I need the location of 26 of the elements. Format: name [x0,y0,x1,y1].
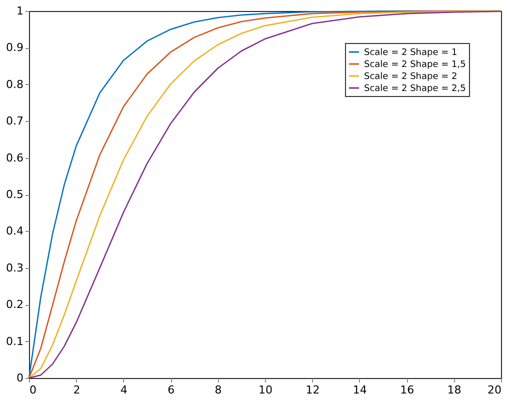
y-tick-label: 0.3 [6,261,24,274]
x-tick-label: 0 [30,384,36,396]
y-tick-label: 0.7 [6,114,24,128]
x-tick-label: 14 [352,384,367,396]
legend-label: Scale = 2 Shape = 2,5 [364,84,466,94]
legend-label: Scale = 2 Shape = 1 [364,48,458,58]
y-tick-label: 0 [16,372,24,384]
x-tick-label: 6 [168,384,175,396]
x-tick-label: 2 [73,384,80,396]
y-tick-label: 0.4 [6,224,24,238]
x-tick-label: 4 [120,384,128,396]
y-tick-label: 0.2 [6,298,24,312]
y-tick-label: 0.5 [6,188,24,201]
legend-label: Scale = 2 Shape = 1,5 [364,60,466,70]
y-tick-label: 0.1 [6,334,24,348]
y-tick-label: 0.6 [6,151,24,164]
y-tick-label: 0.8 [6,78,24,91]
y-tick-label: 0.9 [6,41,24,54]
x-tick-label: 20 [488,384,502,396]
x-tick-label: 10 [258,384,272,396]
x-tick-label: 12 [306,384,320,396]
legend-label: Scale = 2 Shape = 2 [364,72,458,82]
x-tick-label: 16 [400,384,414,396]
x-tick-label: 8 [214,384,222,396]
y-tick-label: 1 [16,4,24,18]
x-tick-label: 18 [447,384,462,396]
